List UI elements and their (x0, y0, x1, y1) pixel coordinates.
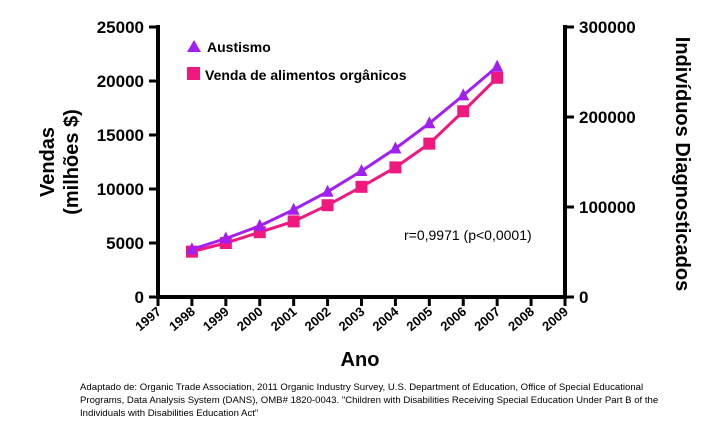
x-tick-label: 2003 (336, 304, 368, 334)
series-line-autism (191, 65, 499, 251)
legend: Austismo Venda de alimentos orgânicos (187, 39, 407, 83)
y-left-tick-label: 5000 (106, 234, 144, 253)
x-tick-label: 2000 (234, 304, 266, 334)
y-right-tick-label: 100000 (579, 198, 636, 217)
legend-triangle-icon (187, 40, 201, 52)
data-point-organic (491, 71, 504, 84)
x-tick-label: 2005 (403, 304, 435, 334)
x-tick-label: 2006 (437, 304, 469, 334)
data-point-autism (253, 218, 266, 231)
x-tick-label: 2008 (505, 304, 537, 334)
y-left-tick-label: 15000 (97, 126, 144, 145)
y-left-tick-label: 0 (135, 288, 144, 307)
data-point-organic (321, 199, 334, 212)
x-tick-label: 2002 (302, 304, 334, 334)
data-point-organic (389, 161, 402, 174)
data-point-autism (423, 116, 436, 129)
x-tick-label: 2009 (539, 304, 571, 334)
data-point-autism (355, 164, 368, 176)
x-axis-label: Ano (341, 349, 380, 371)
data-point-autism (219, 231, 232, 244)
x-tick-label: 1998 (166, 304, 198, 334)
y-left-label-line1: Vendas (37, 127, 59, 197)
y-right-tick-label: 0 (579, 288, 588, 307)
data-point-organic (355, 180, 368, 193)
x-tick-label: 2001 (268, 304, 300, 334)
y-left-tick-label: 10000 (97, 180, 144, 199)
data-point-organic (423, 137, 436, 150)
correlation-annotation: r=0,9971 (p<0,0001) (404, 227, 532, 243)
data-point-autism (457, 88, 470, 101)
data-point-autism (491, 59, 504, 72)
data-point-organic (287, 215, 300, 228)
legend-label-organic: Venda de alimentos orgânicos (205, 67, 407, 83)
data-point-autism (287, 202, 300, 215)
x-tick-label: 2004 (370, 303, 402, 334)
y-right-label: Indivíduos Diagnosticados (671, 37, 693, 291)
x-tick-label: 1997 (132, 304, 164, 334)
data-point-autism (321, 184, 334, 197)
y-right-tick-label: 300000 (579, 18, 636, 37)
x-tick-label: 1999 (200, 304, 232, 334)
y-left-tick-label: 25000 (97, 18, 144, 37)
y-right-tick-label: 200000 (579, 108, 636, 127)
chart: 0 5000 10000 15000 20000 25000 0 100000 200000 30… (37, 18, 693, 371)
legend-square-icon (187, 67, 200, 80)
data-point-autism (389, 141, 402, 154)
y-left-tick-label: 20000 (97, 72, 144, 91)
data-point-autism (185, 242, 198, 255)
x-tick-label: 2007 (471, 304, 503, 334)
y-left-label-line2: (milhões $) (61, 109, 83, 215)
series-line-organic (191, 76, 499, 254)
legend-label-autism: Austismo (207, 39, 271, 55)
data-point-organic (457, 105, 470, 118)
source-caption: Adaptado de: Organic Trade Association, … (80, 382, 659, 419)
